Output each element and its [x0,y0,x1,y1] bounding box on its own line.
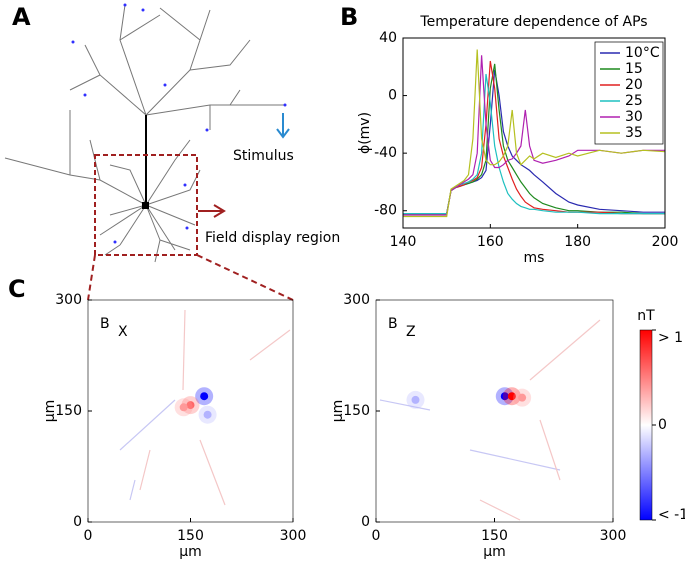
colorbar-tick-label: > 1 [658,330,683,346]
arrow [198,204,226,218]
y-tick-label: -80 [374,203,397,219]
panel-title-subscript: Z [406,324,416,340]
colorbar [639,329,653,521]
y-axis-label: ϕ(mv) [357,112,373,154]
field-spot [507,392,516,401]
y-axis-label: µm [42,400,58,423]
x-tick-label: 0 [84,528,93,544]
legend-label: 35 [625,125,643,141]
colorbar-tick-label: 0 [658,417,667,433]
x-tick-label: 0 [372,528,381,544]
panel-label: C [8,275,26,303]
annotation: Stimulus [233,148,294,164]
x-tick-label: 160 [477,234,504,250]
field-spot [203,410,212,419]
y-tick-label: 40 [379,30,397,46]
y-tick-label: 300 [343,292,370,308]
zoom-lines [87,254,294,301]
y-tick-label: 300 [55,292,82,308]
legend-label: 10°C [625,45,660,61]
field-spot [179,403,188,412]
y-tick-label: 150 [55,403,82,419]
y-axis-label: µm [330,400,346,423]
x-tick-label: 300 [280,528,307,544]
x-tick-label: 150 [177,528,204,544]
y-tick-label: 0 [361,514,370,530]
chart-title: Temperature dependence of APs [419,14,647,30]
field-spot [411,395,420,404]
y-tick-label: 0 [73,514,82,530]
x-tick-label: 140 [390,234,417,250]
y-tick-label: -40 [374,145,397,161]
legend [594,41,664,145]
x-axis-label: µm [483,544,506,560]
colorbar-tick-label: < -1 [658,507,685,523]
annotation: Field display region [205,230,340,246]
field-spot [500,392,509,401]
y-tick-label: 0 [388,88,397,104]
x-axis-label: ms [524,250,545,266]
neuron-morphology [4,3,287,263]
legend-label: 20 [625,77,643,93]
legend-label: 25 [625,93,643,109]
y-tick-label: 150 [343,403,370,419]
plot-frame [402,37,666,229]
field-spot [186,401,195,410]
panel-title-subscript: X [118,324,128,340]
legend-label: 15 [625,61,643,77]
colorbar-label: nT [637,308,655,324]
x-tick-label: 200 [652,234,679,250]
field-spot [200,392,209,401]
legend-label: 30 [625,109,643,125]
field-spot [518,393,527,402]
field-region-box [94,154,198,256]
panel-title: B [100,316,110,332]
x-axis-label: µm [179,544,202,560]
line-series [403,55,665,216]
neurite-traces [119,309,601,521]
x-tick-label: 150 [481,528,508,544]
x-tick-label: 180 [564,234,591,250]
panel-label: A [12,3,31,31]
panel-label: B [340,3,358,31]
x-tick-label: 300 [600,528,627,544]
panel-title: B [388,316,398,332]
arrow [276,113,290,139]
line-series [403,49,665,218]
